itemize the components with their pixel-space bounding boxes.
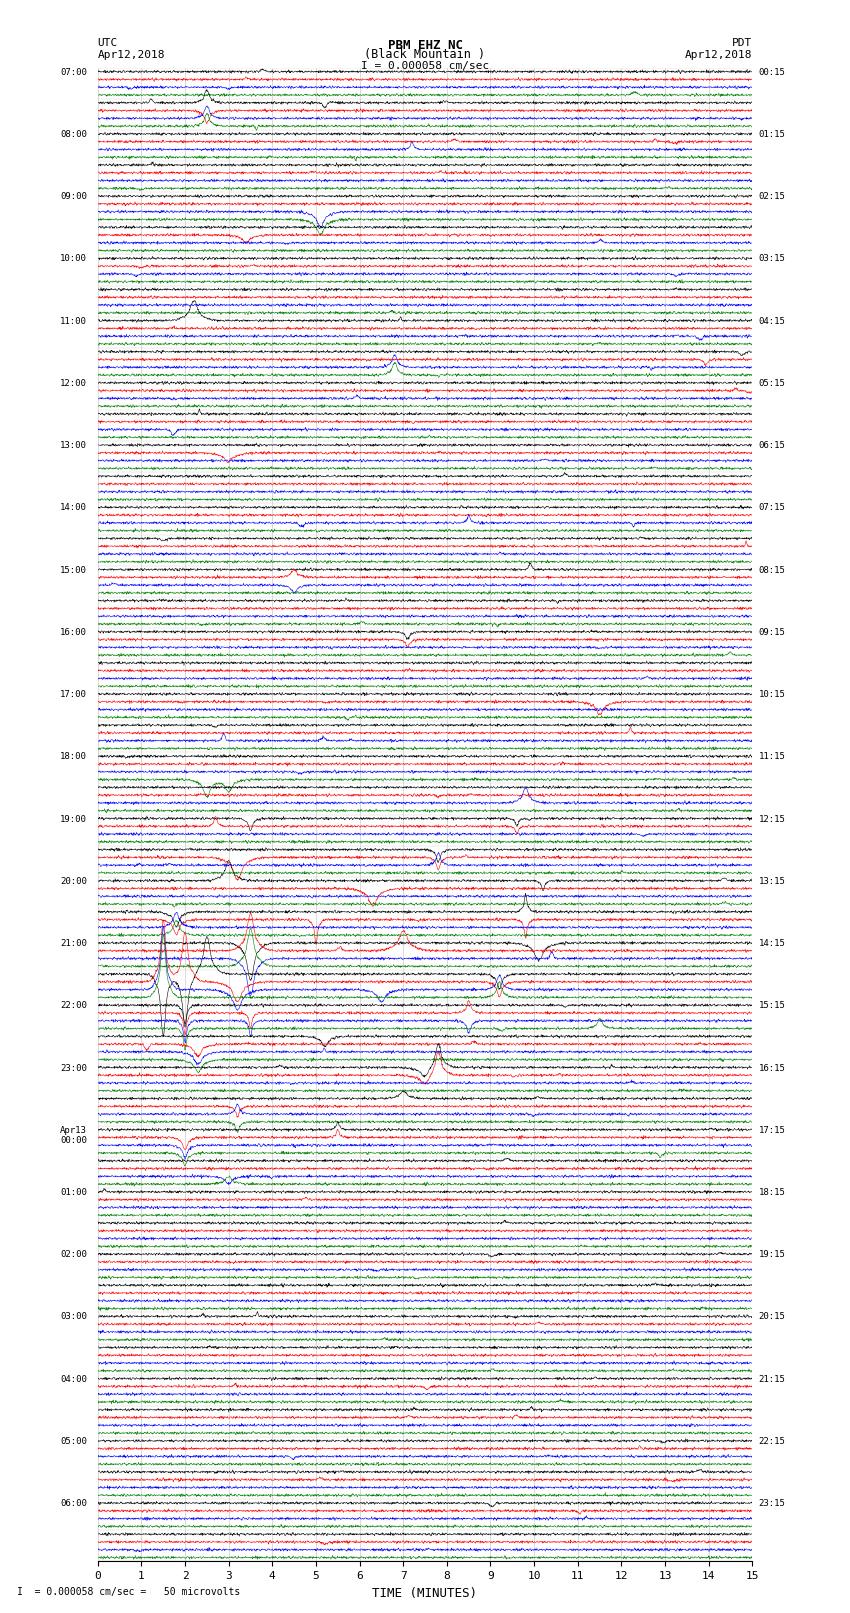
Text: 21:15: 21:15 [759, 1374, 785, 1384]
Text: 12:15: 12:15 [759, 815, 785, 824]
Text: 15:15: 15:15 [759, 1002, 785, 1010]
Text: 17:00: 17:00 [60, 690, 87, 698]
Text: 11:15: 11:15 [759, 752, 785, 761]
Text: 07:00: 07:00 [60, 68, 87, 77]
Text: 03:15: 03:15 [759, 255, 785, 263]
Text: 13:00: 13:00 [60, 442, 87, 450]
Text: 18:00: 18:00 [60, 752, 87, 761]
Text: 00:15: 00:15 [759, 68, 785, 77]
Text: 23:00: 23:00 [60, 1063, 87, 1073]
Text: 07:15: 07:15 [759, 503, 785, 513]
Text: (Black Mountain ): (Black Mountain ) [365, 48, 485, 61]
Text: 11:00: 11:00 [60, 316, 87, 326]
Text: 17:15: 17:15 [759, 1126, 785, 1134]
Text: PBM EHZ NC: PBM EHZ NC [388, 39, 462, 52]
Text: 12:00: 12:00 [60, 379, 87, 387]
Text: PDT: PDT [732, 39, 752, 48]
Text: 09:00: 09:00 [60, 192, 87, 202]
Text: 06:00: 06:00 [60, 1498, 87, 1508]
Text: 01:15: 01:15 [759, 131, 785, 139]
Text: I = 0.000058 cm/sec: I = 0.000058 cm/sec [361, 61, 489, 71]
Text: 05:15: 05:15 [759, 379, 785, 387]
Text: 15:00: 15:00 [60, 566, 87, 574]
Text: Apr12,2018: Apr12,2018 [685, 50, 752, 60]
Text: 04:00: 04:00 [60, 1374, 87, 1384]
X-axis label: TIME (MINUTES): TIME (MINUTES) [372, 1587, 478, 1600]
Text: 08:15: 08:15 [759, 566, 785, 574]
Text: 20:15: 20:15 [759, 1313, 785, 1321]
Text: 19:00: 19:00 [60, 815, 87, 824]
Text: 04:15: 04:15 [759, 316, 785, 326]
Text: 08:00: 08:00 [60, 131, 87, 139]
Text: 22:00: 22:00 [60, 1002, 87, 1010]
Text: 01:00: 01:00 [60, 1187, 87, 1197]
Text: 09:15: 09:15 [759, 627, 785, 637]
Text: 02:15: 02:15 [759, 192, 785, 202]
Text: 06:15: 06:15 [759, 442, 785, 450]
Text: 14:00: 14:00 [60, 503, 87, 513]
Text: UTC: UTC [98, 39, 118, 48]
Text: 14:15: 14:15 [759, 939, 785, 948]
Text: 10:00: 10:00 [60, 255, 87, 263]
Text: I  = 0.000058 cm/sec =   50 microvolts: I = 0.000058 cm/sec = 50 microvolts [17, 1587, 241, 1597]
Text: 23:15: 23:15 [759, 1498, 785, 1508]
Text: 13:15: 13:15 [759, 877, 785, 886]
Text: 19:15: 19:15 [759, 1250, 785, 1260]
Text: 21:00: 21:00 [60, 939, 87, 948]
Text: Apr12,2018: Apr12,2018 [98, 50, 165, 60]
Text: 18:15: 18:15 [759, 1187, 785, 1197]
Text: 16:15: 16:15 [759, 1063, 785, 1073]
Text: 02:00: 02:00 [60, 1250, 87, 1260]
Text: 22:15: 22:15 [759, 1437, 785, 1445]
Text: 03:00: 03:00 [60, 1313, 87, 1321]
Text: 10:15: 10:15 [759, 690, 785, 698]
Text: Apr13
00:00: Apr13 00:00 [60, 1126, 87, 1145]
Text: 16:00: 16:00 [60, 627, 87, 637]
Text: 20:00: 20:00 [60, 877, 87, 886]
Text: 05:00: 05:00 [60, 1437, 87, 1445]
